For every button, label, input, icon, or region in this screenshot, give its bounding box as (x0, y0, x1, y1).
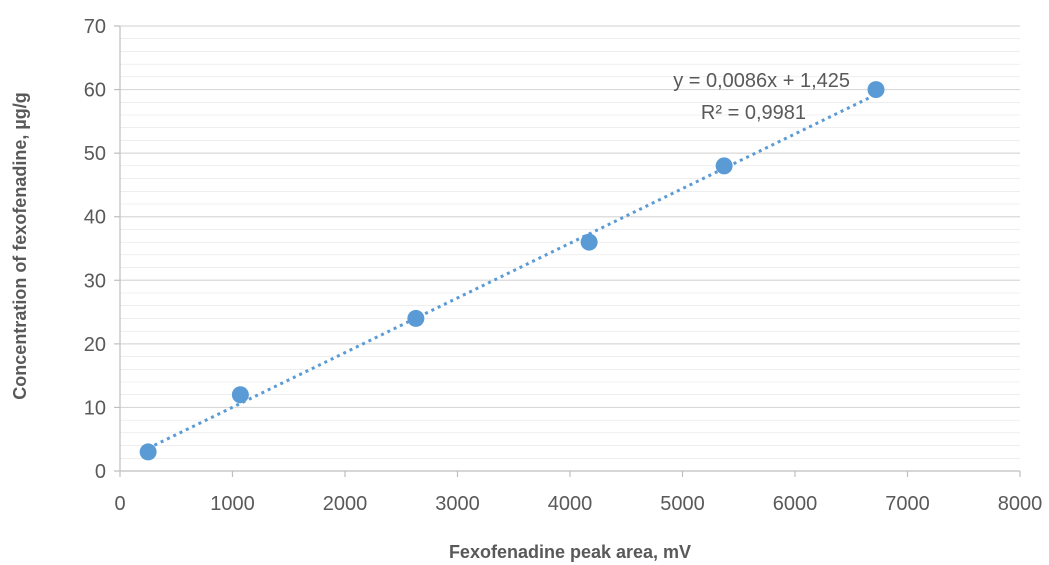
x-tick-label: 1000 (210, 493, 255, 515)
y-tick-label: 50 (84, 143, 106, 165)
y-tick-label: 0 (95, 461, 106, 483)
y-tick-label: 60 (84, 80, 106, 102)
y-tick-label: 20 (84, 334, 106, 356)
y-tick-label: 10 (84, 397, 106, 419)
y-tick-label: 40 (84, 207, 106, 229)
y-tick-label: 30 (84, 270, 106, 292)
data-point (715, 157, 733, 175)
x-tick-label: 0 (114, 493, 125, 515)
x-tick-label: 2000 (323, 493, 368, 515)
y-tick-label: 70 (84, 16, 106, 38)
data-point (139, 443, 157, 461)
trendline-equation: y = 0,0086x + 1,425 (673, 70, 850, 92)
data-point (231, 386, 249, 404)
x-tick-label: 6000 (773, 493, 818, 515)
data-point (580, 233, 598, 251)
tick-labels: 0 10 20 30 40 50 60 70 0 1000 2000 3000 4000 5000 6000… (84, 16, 1043, 515)
data-point (867, 81, 885, 99)
x-tick-label: 5000 (660, 493, 705, 515)
trendline (147, 93, 877, 450)
trendline-r-squared: R² = 0,9981 (701, 102, 806, 124)
x-tick-label: 4000 (548, 493, 593, 515)
data-point (407, 309, 425, 327)
x-tick-label: 3000 (435, 493, 480, 515)
x-tick-label: 8000 (998, 493, 1043, 515)
x-axis-title: Fexofenadine peak area, mV (449, 542, 691, 562)
x-tick-label: 7000 (885, 493, 930, 515)
data-points (139, 81, 885, 461)
y-axis-title: Concentration of fexofenadine, µg/g (10, 92, 30, 399)
trendline-group (147, 93, 877, 450)
axes (114, 25, 1021, 477)
